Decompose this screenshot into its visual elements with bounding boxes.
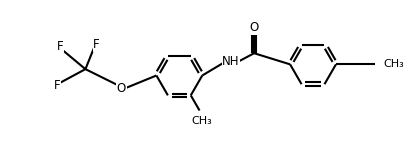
Text: F: F xyxy=(53,79,60,92)
Text: CH₃: CH₃ xyxy=(191,116,211,126)
Text: O: O xyxy=(117,82,126,95)
Text: F: F xyxy=(56,40,63,53)
Text: NH: NH xyxy=(222,55,239,68)
Text: O: O xyxy=(249,21,258,34)
Text: CH₃: CH₃ xyxy=(382,59,403,69)
Text: F: F xyxy=(93,38,100,51)
